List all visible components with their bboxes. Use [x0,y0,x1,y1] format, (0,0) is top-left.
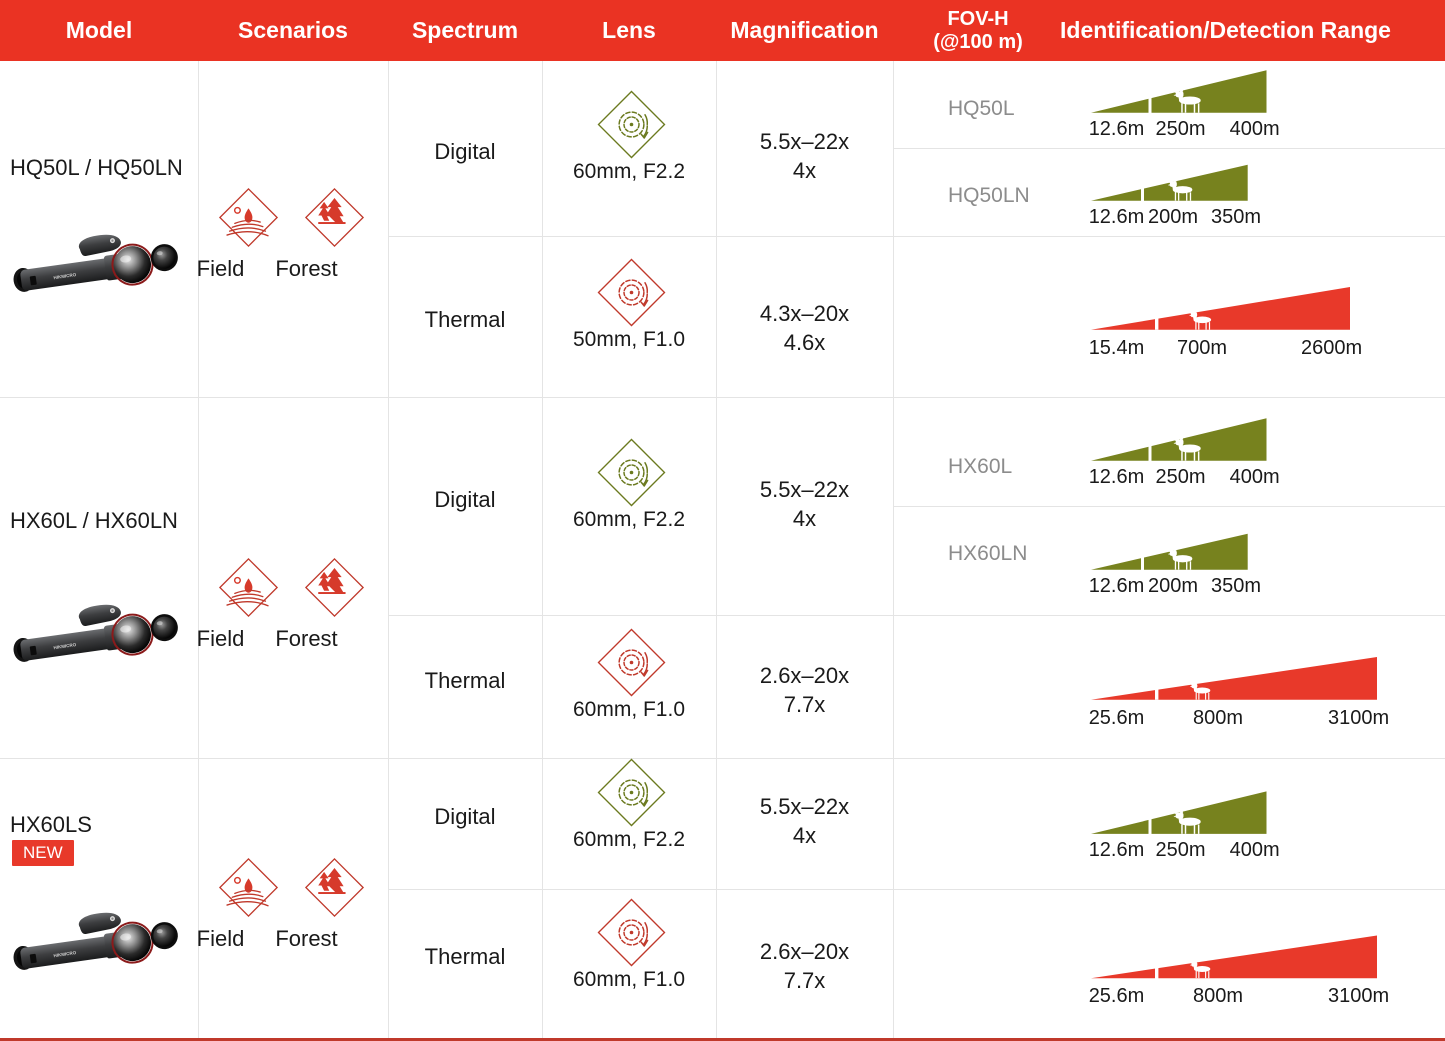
svg-text:25.6m: 25.6m [1089,707,1145,729]
svg-text:25.6m: 25.6m [1089,985,1145,1007]
svg-text:350m: 350m [1211,206,1261,228]
svg-text:400m: 400m [1230,839,1280,861]
svg-text:3100m: 3100m [1328,985,1389,1007]
svg-text:200m: 200m [1148,575,1198,597]
svg-text:350m: 350m [1211,575,1261,597]
svg-text:12.6m: 12.6m [1089,206,1145,228]
svg-text:250m: 250m [1156,839,1206,861]
svg-text:12.6m: 12.6m [1089,575,1145,597]
svg-text:12.6m: 12.6m [1089,839,1145,861]
svg-text:2600m: 2600m [1301,337,1362,359]
svg-text:800m: 800m [1193,707,1243,729]
svg-text:200m: 200m [1148,206,1198,228]
svg-text:12.6m: 12.6m [1089,118,1145,140]
svg-text:400m: 400m [1230,466,1280,488]
svg-text:400m: 400m [1230,118,1280,140]
svg-text:15.4m: 15.4m [1089,337,1145,359]
svg-text:700m: 700m [1177,337,1227,359]
svg-text:12.6m: 12.6m [1089,466,1145,488]
svg-text:250m: 250m [1156,118,1206,140]
svg-text:3100m: 3100m [1328,707,1389,729]
svg-text:250m: 250m [1156,466,1206,488]
svg-text:800m: 800m [1193,985,1243,1007]
